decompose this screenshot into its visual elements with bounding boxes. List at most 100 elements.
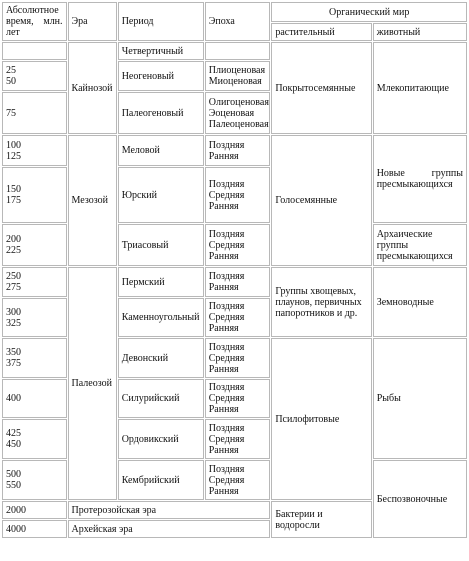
time-triassic: 200 225 [2, 224, 67, 266]
animal-text: пресмыкающихся [376, 250, 453, 262]
animal-amphibians: Земноводные [372, 267, 467, 337]
epoch-value: Ранняя [208, 150, 239, 162]
era-paleozoic: Палеозой [67, 267, 117, 500]
header-time-line2: время, млн. [6, 16, 63, 27]
epoch-value: Поздняя [208, 382, 245, 393]
epoch-value: Поздняя [208, 139, 245, 151]
time-value: 300 [6, 306, 21, 318]
header-time-line3: лет [6, 27, 20, 38]
period-silurian: Силурийский [117, 379, 204, 418]
epoch-jurassic: Поздняя Средняя Ранняя [204, 167, 271, 223]
epoch-value: Поздняя [208, 178, 245, 190]
epoch-value: Средняя [208, 352, 245, 364]
geologic-time-table: Абсолютное время, млн. лет Эра Период Эп… [1, 1, 468, 539]
period-carboniferous: Каменноугольный [117, 298, 204, 337]
time-proterozoic: 2000 [2, 501, 67, 519]
period-cambrian: Кембрийский [117, 460, 204, 500]
time-value: 150 [6, 184, 21, 195]
epoch-triassic: Поздняя Средняя Ранняя [204, 224, 271, 266]
time-value: 200 [6, 234, 21, 245]
epoch-devonian: Поздняя Средняя Ранняя [204, 338, 271, 378]
time-ordovician: 425 450 [2, 419, 67, 459]
animal-text: Новые группы [376, 168, 463, 179]
epoch-carboniferous: Поздняя Средняя Ранняя [204, 298, 271, 337]
epoch-value: Олигоценовая [208, 96, 269, 108]
period-ordovician: Ордовикский [117, 419, 204, 459]
plant-angiosperms: Покрытосемянные [271, 42, 372, 134]
time-paleogene: 75 [2, 92, 67, 134]
plant-psilophytes: Псилофитовые [271, 338, 372, 500]
time-value: 50 [6, 76, 16, 87]
time-value: 350 [6, 347, 21, 358]
era-proterozoic: Протерозойская эра [67, 501, 271, 519]
time-value: 375 [6, 358, 21, 369]
animal-text: группы [376, 239, 409, 251]
header-plant: растительный [271, 23, 372, 41]
period-neogene: Неогеновый [117, 61, 204, 91]
epoch-value: Миоценовая [208, 76, 262, 87]
animal-archaic-reptiles: Архаические группы пресмыкающихся [372, 224, 467, 266]
time-value: 125 [6, 150, 21, 162]
time-cretaceous: 100 125 [2, 135, 67, 166]
time-quaternary [2, 42, 67, 60]
time-value: 450 [6, 439, 21, 450]
epoch-value: Средняя [208, 312, 245, 323]
header-organic-world: Органический мир [271, 2, 467, 22]
epoch-quaternary [204, 42, 271, 60]
plant-ferns: Группы хвощевых, плаунов, первичных папо… [271, 267, 372, 337]
time-permian: 250 275 [2, 267, 67, 297]
animal-text: пресмыкающихся [376, 179, 453, 190]
epoch-value: Ранняя [208, 250, 239, 262]
period-cretaceous: Меловой [117, 135, 204, 166]
epoch-value: Поздняя [208, 422, 245, 434]
era-archean: Архейская эра [67, 520, 271, 538]
epoch-silurian: Поздняя Средняя Ранняя [204, 379, 271, 418]
epoch-value: Эоценовая [208, 107, 255, 119]
period-paleogene: Палеогеновый [117, 92, 204, 134]
time-neogene: 25 50 [2, 61, 67, 91]
era-cenozoic: Кайнозой [67, 42, 117, 134]
header-animal: животный [372, 23, 467, 41]
animal-invertebrates: Беспозвоночные [372, 460, 467, 538]
epoch-value: Поздняя [208, 341, 245, 353]
epoch-value: Плиоценовая [208, 65, 266, 76]
time-value: 325 [6, 317, 21, 329]
header-period: Период [117, 2, 204, 41]
epoch-value: Поздняя [208, 228, 245, 240]
epoch-cambrian: Поздняя Средняя Ранняя [204, 460, 271, 500]
period-permian: Пермский [117, 267, 204, 297]
epoch-permian: Поздняя Ранняя [204, 267, 271, 297]
epoch-value: Средняя [208, 433, 245, 445]
epoch-value: Средняя [208, 393, 245, 404]
time-value: 225 [6, 245, 21, 256]
epoch-value: Ранняя [208, 323, 239, 334]
header-time-line1: Абсолютное [6, 5, 59, 16]
epoch-neogene: Плиоценовая Миоценовая [204, 61, 271, 91]
time-cambrian: 500 550 [2, 460, 67, 500]
epoch-ordovician: Поздняя Средняя Ранняя [204, 419, 271, 459]
time-value: 425 [6, 428, 21, 439]
time-carboniferous: 300 325 [2, 298, 67, 337]
time-value: 250 [6, 271, 21, 282]
header-time: Абсолютное время, млн. лет [2, 2, 67, 41]
epoch-value: Средняя [208, 474, 245, 486]
time-silurian: 400 [2, 379, 67, 418]
time-devonian: 350 375 [2, 338, 67, 378]
animal-mammals: Млекопитающие [372, 42, 467, 134]
epoch-value: Палеоценовая [208, 118, 269, 130]
epoch-value: Средняя [208, 239, 245, 251]
epoch-value: Поздняя [208, 271, 245, 282]
era-mesozoic: Мезозой [67, 135, 117, 266]
time-archean: 4000 [2, 520, 67, 538]
time-value: 500 [6, 469, 21, 480]
epoch-value: Поздняя [208, 301, 245, 312]
header-epoch: Эпоха [204, 2, 271, 41]
period-triassic: Триасовый [117, 224, 204, 266]
plant-gymnosperms: Голосемянные [271, 135, 372, 266]
epoch-value: Ранняя [208, 485, 239, 497]
header-era: Эра [67, 2, 117, 41]
time-value: 550 [6, 480, 21, 491]
time-value: 175 [6, 195, 21, 206]
period-devonian: Девонский [117, 338, 204, 378]
time-value: 275 [6, 282, 21, 293]
